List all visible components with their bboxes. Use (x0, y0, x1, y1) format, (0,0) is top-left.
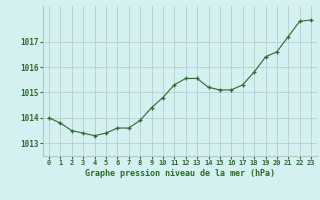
X-axis label: Graphe pression niveau de la mer (hPa): Graphe pression niveau de la mer (hPa) (85, 169, 275, 178)
